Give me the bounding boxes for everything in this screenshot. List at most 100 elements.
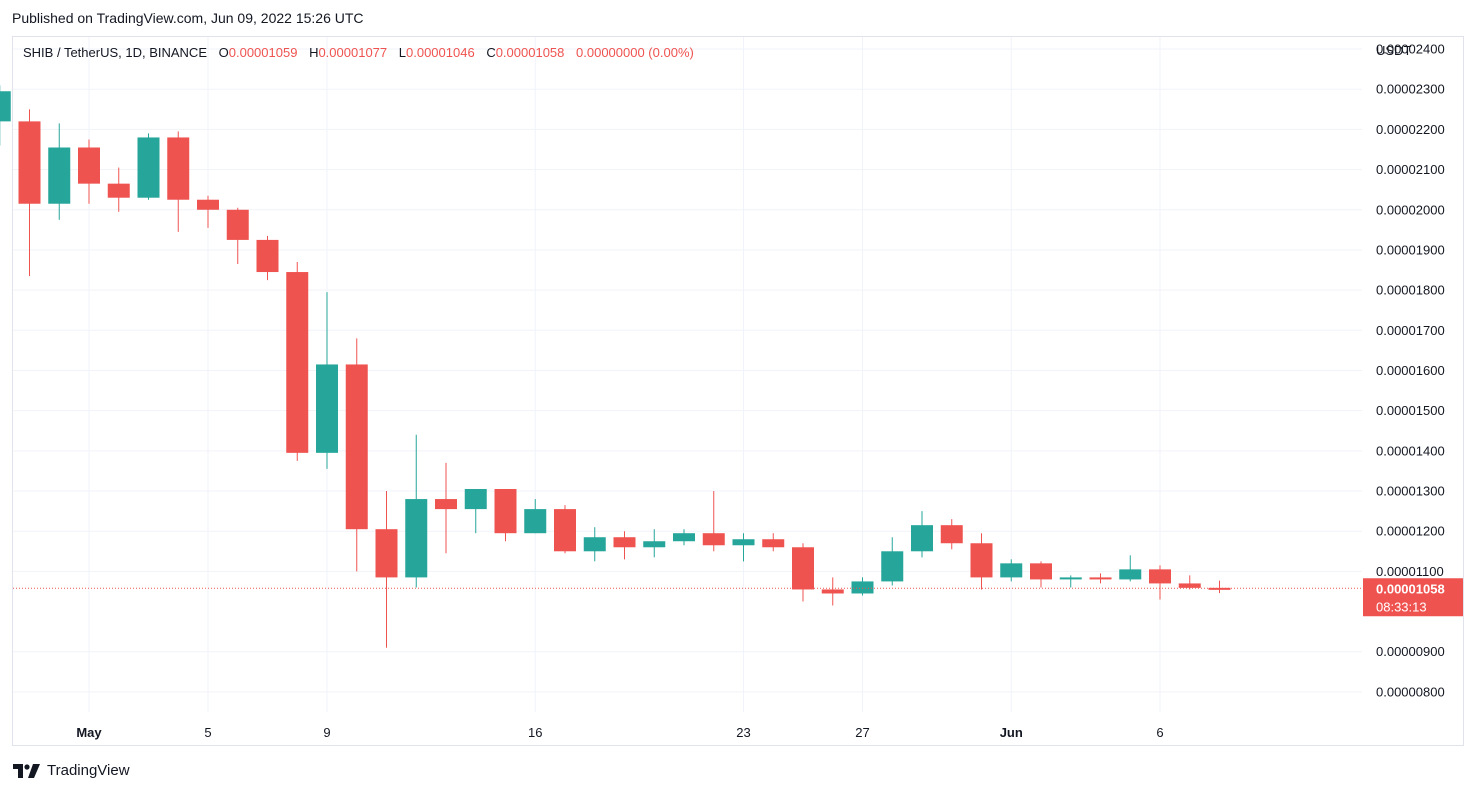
candle-body: [226, 209, 249, 240]
candle-down[interactable]: [554, 505, 576, 554]
candle-body: [1030, 563, 1052, 580]
grid: [13, 37, 1362, 712]
candle-down[interactable]: [226, 207, 249, 265]
tradingview-logo[interactable]: TradingView: [13, 762, 130, 779]
candle-down[interactable]: [1178, 575, 1201, 590]
y-tick-label: 0.00001500: [1376, 403, 1445, 418]
candle-down[interactable]: [167, 131, 190, 232]
published-line: Published on TradingView.com, Jun 09, 20…: [12, 10, 364, 26]
candle-body: [464, 489, 487, 510]
candle-up[interactable]: [1059, 575, 1082, 588]
candle-down[interactable]: [762, 533, 785, 552]
candle-up[interactable]: [732, 533, 755, 562]
candle-up[interactable]: [1119, 555, 1142, 582]
legend-close-value: 0.00001058: [495, 45, 565, 60]
chart-frame: [12, 36, 1464, 746]
symbol-legend: SHIB / TetherUS, 1D, BINANCE O0.00001059…: [23, 45, 694, 60]
candle-down[interactable]: [821, 577, 844, 606]
candle-body: [792, 547, 814, 590]
candle-up[interactable]: [583, 527, 606, 562]
candle-up[interactable]: [464, 489, 487, 534]
y-tick-label: 0.00002200: [1376, 122, 1445, 137]
candle-up[interactable]: [137, 133, 160, 200]
candle-down[interactable]: [940, 519, 963, 550]
candle-body: [435, 499, 457, 510]
candle-body: [167, 137, 190, 200]
price-axis[interactable]: USDT 0.00002400 0.00002300 0.00002200 0.000…: [1376, 42, 1445, 700]
candle-down[interactable]: [78, 139, 100, 204]
currency-label: USDT: [1376, 43, 1411, 58]
candle-body: [851, 581, 874, 594]
candle-body: [881, 551, 904, 582]
candle-body: [405, 499, 428, 578]
legend-low-label: L: [398, 45, 406, 60]
candle-down[interactable]: [1089, 573, 1112, 584]
last-price-value: 0.00001058: [1376, 581, 1445, 596]
bar-countdown: 08:33:13: [1376, 599, 1427, 614]
y-tick-label: 0.00002400: [1376, 42, 1445, 57]
candle-up[interactable]: [405, 434, 428, 588]
candle-body: [911, 525, 933, 552]
candle-body: [494, 489, 517, 534]
legend-low-value: 0.00001046: [406, 45, 475, 60]
y-tick-label: 0.00001400: [1376, 443, 1445, 458]
candle-body: [375, 529, 398, 578]
candle-body: [524, 509, 547, 534]
candle-up[interactable]: [524, 499, 547, 534]
candle-up[interactable]: [673, 529, 695, 546]
candle-up[interactable]: [881, 537, 904, 586]
candle-up[interactable]: [1000, 559, 1023, 582]
candles: [0, 85, 1231, 648]
candle-down[interactable]: [435, 462, 457, 554]
candle-body: [137, 137, 160, 198]
candle-down[interactable]: [792, 543, 814, 602]
candle-up[interactable]: [911, 511, 933, 558]
candle-down[interactable]: [256, 235, 279, 281]
legend-close-label: C: [486, 45, 496, 60]
candle-down[interactable]: [375, 491, 398, 648]
x-tick-label: 23: [736, 725, 750, 740]
time-axis[interactable]: May 5 9 16 23 27 Jun 6: [76, 725, 1163, 740]
candle-body: [702, 533, 725, 546]
legend-open-label: O: [218, 45, 229, 60]
candle-down[interactable]: [494, 489, 517, 542]
tradingview-logo-icon: [13, 763, 40, 778]
candle-down[interactable]: [197, 195, 219, 228]
candle-up[interactable]: [48, 123, 71, 220]
candle-body: [1119, 569, 1142, 580]
candle-body: [18, 121, 41, 204]
legend-symbol[interactable]: SHIB / TetherUS, 1D, BINANCE: [23, 45, 207, 60]
candle-down[interactable]: [1030, 561, 1052, 588]
candle-down[interactable]: [613, 531, 636, 560]
y-tick-label: 0.00001800: [1376, 283, 1445, 298]
y-tick-label: 0.00001100: [1376, 564, 1444, 579]
candle-up[interactable]: [316, 292, 338, 469]
x-tick-label: 6: [1156, 725, 1163, 740]
candle-body: [673, 533, 695, 542]
candle-body: [286, 272, 309, 453]
legend-high-label: H: [309, 45, 319, 60]
candle-down[interactable]: [286, 262, 309, 461]
candle-down[interactable]: [702, 491, 725, 552]
candle-body: [1000, 563, 1023, 578]
candle-down[interactable]: [1208, 580, 1231, 594]
candle-down[interactable]: [107, 167, 130, 212]
legend-change: 0.00000000 (0.00%): [576, 45, 694, 60]
y-tick-label: 0.00001300: [1376, 484, 1445, 499]
y-tick-label: 0.00001600: [1376, 363, 1445, 378]
candle-up[interactable]: [0, 85, 11, 146]
candle-body: [0, 91, 11, 122]
candle-body: [78, 147, 100, 184]
y-tick-label: 0.00002100: [1376, 162, 1445, 177]
candle-down[interactable]: [345, 338, 368, 572]
x-tick-label: 27: [855, 725, 869, 740]
candle-down[interactable]: [18, 109, 41, 277]
candle-up[interactable]: [643, 529, 666, 558]
y-tick-label: 0.00001700: [1376, 323, 1445, 338]
y-tick-label: 0.00002000: [1376, 202, 1445, 217]
candle-down[interactable]: [970, 533, 993, 590]
candle-up[interactable]: [851, 577, 874, 596]
candle-body: [48, 147, 71, 204]
candle-down[interactable]: [1149, 565, 1171, 600]
